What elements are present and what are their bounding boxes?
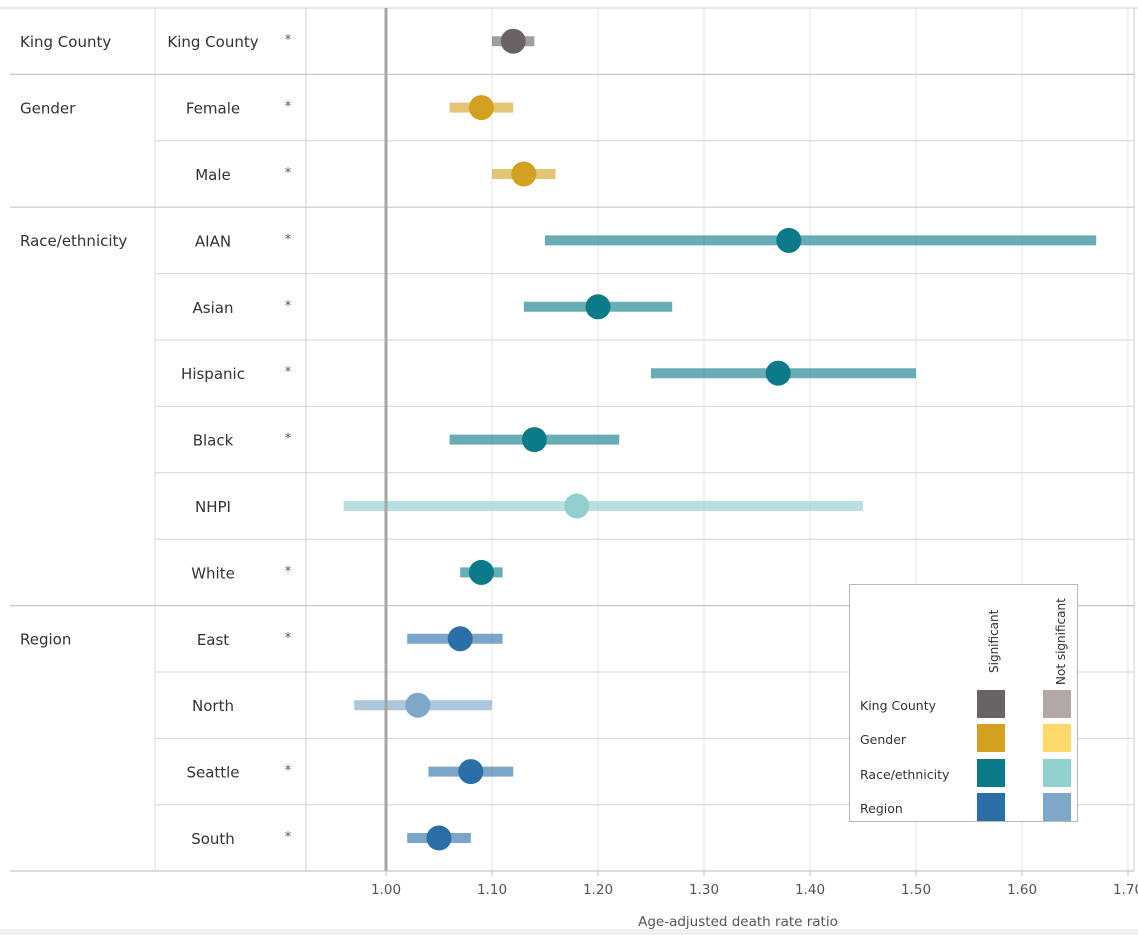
point-estimate-seattle [458, 759, 484, 785]
row-label-nhpi: NHPI [195, 498, 231, 516]
x-tick-label-1-50: 1.50 [901, 882, 931, 898]
significance-marker-king-county: * [285, 33, 292, 48]
row-label-hispanic: Hispanic [181, 365, 245, 383]
rows-layer: King County King County * Gender Female * Male… [20, 33, 292, 848]
legend-label-king-county: King County [860, 698, 937, 713]
row-label-male: Male [195, 166, 231, 184]
x-tick-label-1-00: 1.00 [371, 882, 401, 898]
point-estimate-nhpi [564, 493, 590, 519]
row-label-asian: Asian [193, 299, 234, 317]
point-estimate-east [447, 626, 473, 652]
significance-marker-east: * [285, 631, 292, 646]
legend-swatch-region-significant [977, 793, 1005, 821]
x-axis-title: Age-adjusted death rate ratio [638, 914, 838, 930]
point-estimate-black [521, 427, 547, 453]
legend-swatch-region-not-significant [1043, 793, 1071, 821]
row-label-east: East [197, 631, 229, 649]
significance-marker-male: * [285, 166, 292, 181]
group-label-king-county: King County [20, 33, 111, 51]
significance-marker-south: * [285, 830, 292, 845]
significance-marker-black: * [285, 432, 292, 447]
legend-header-not-significant: Not significant [1054, 598, 1068, 685]
legend-label-race-ethnicity: Race/ethnicity [860, 767, 950, 782]
point-estimate-white [468, 559, 494, 585]
significance-marker-female: * [285, 100, 292, 115]
row-label-female: Female [186, 100, 240, 118]
point-estimate-female [468, 95, 494, 121]
legend-swatch-king-county-significant [977, 690, 1005, 718]
group-label-gender: Gender [20, 99, 76, 117]
row-label-aian: AIAN [195, 232, 231, 250]
point-estimate-south [426, 825, 452, 851]
x-tick-label-1-30: 1.30 [689, 882, 719, 898]
legend-swatch-gender-significant [977, 724, 1005, 752]
point-estimate-asian [585, 294, 611, 320]
x-axis: 1.00 1.10 1.20 1.30 1.40 1.50 1.60 1.70 [10, 870, 1138, 898]
point-estimate-north [405, 692, 431, 718]
row-label-seattle: Seattle [186, 764, 239, 782]
legend-header-significant: Significant [987, 609, 1001, 673]
row-label-north: North [192, 697, 234, 715]
x-tick-label-1-70: 1.70 [1113, 882, 1138, 898]
significance-marker-hispanic: * [285, 365, 292, 380]
legend-swatch-king-county-not-significant [1043, 690, 1071, 718]
point-estimate-hispanic [765, 360, 791, 386]
significance-marker-aian: * [285, 232, 292, 247]
legend-swatch-gender-not-significant [1043, 724, 1071, 752]
significance-marker-asian: * [285, 299, 292, 314]
significance-marker-white: * [285, 564, 292, 579]
significance-marker-seattle: * [285, 764, 292, 779]
group-label-region: Region [20, 631, 71, 649]
point-estimate-aian [776, 227, 802, 253]
row-label-black: Black [193, 432, 234, 450]
bottom-strip [0, 929, 1138, 935]
marks-layer [343, 8, 1097, 871]
legend-swatch-race-ethnicity-significant [977, 759, 1005, 787]
x-tick-label-1-40: 1.40 [795, 882, 825, 898]
legend: Significant Not significant King County … [849, 584, 1078, 822]
row-label-white: White [191, 564, 235, 582]
row-label-king-county: King County [167, 33, 258, 51]
legend-swatch-race-ethnicity-not-significant [1043, 759, 1071, 787]
group-label-race-ethnicity: Race/ethnicity [20, 232, 127, 250]
x-tick-label-1-60: 1.60 [1007, 882, 1037, 898]
point-estimate-male [511, 161, 537, 187]
legend-label-region: Region [860, 801, 903, 816]
x-tick-label-1-20: 1.20 [583, 882, 613, 898]
point-estimate-king-county [500, 28, 526, 54]
x-tick-label-1-10: 1.10 [477, 882, 507, 898]
legend-label-gender: Gender [860, 732, 907, 747]
row-label-south: South [191, 830, 235, 848]
